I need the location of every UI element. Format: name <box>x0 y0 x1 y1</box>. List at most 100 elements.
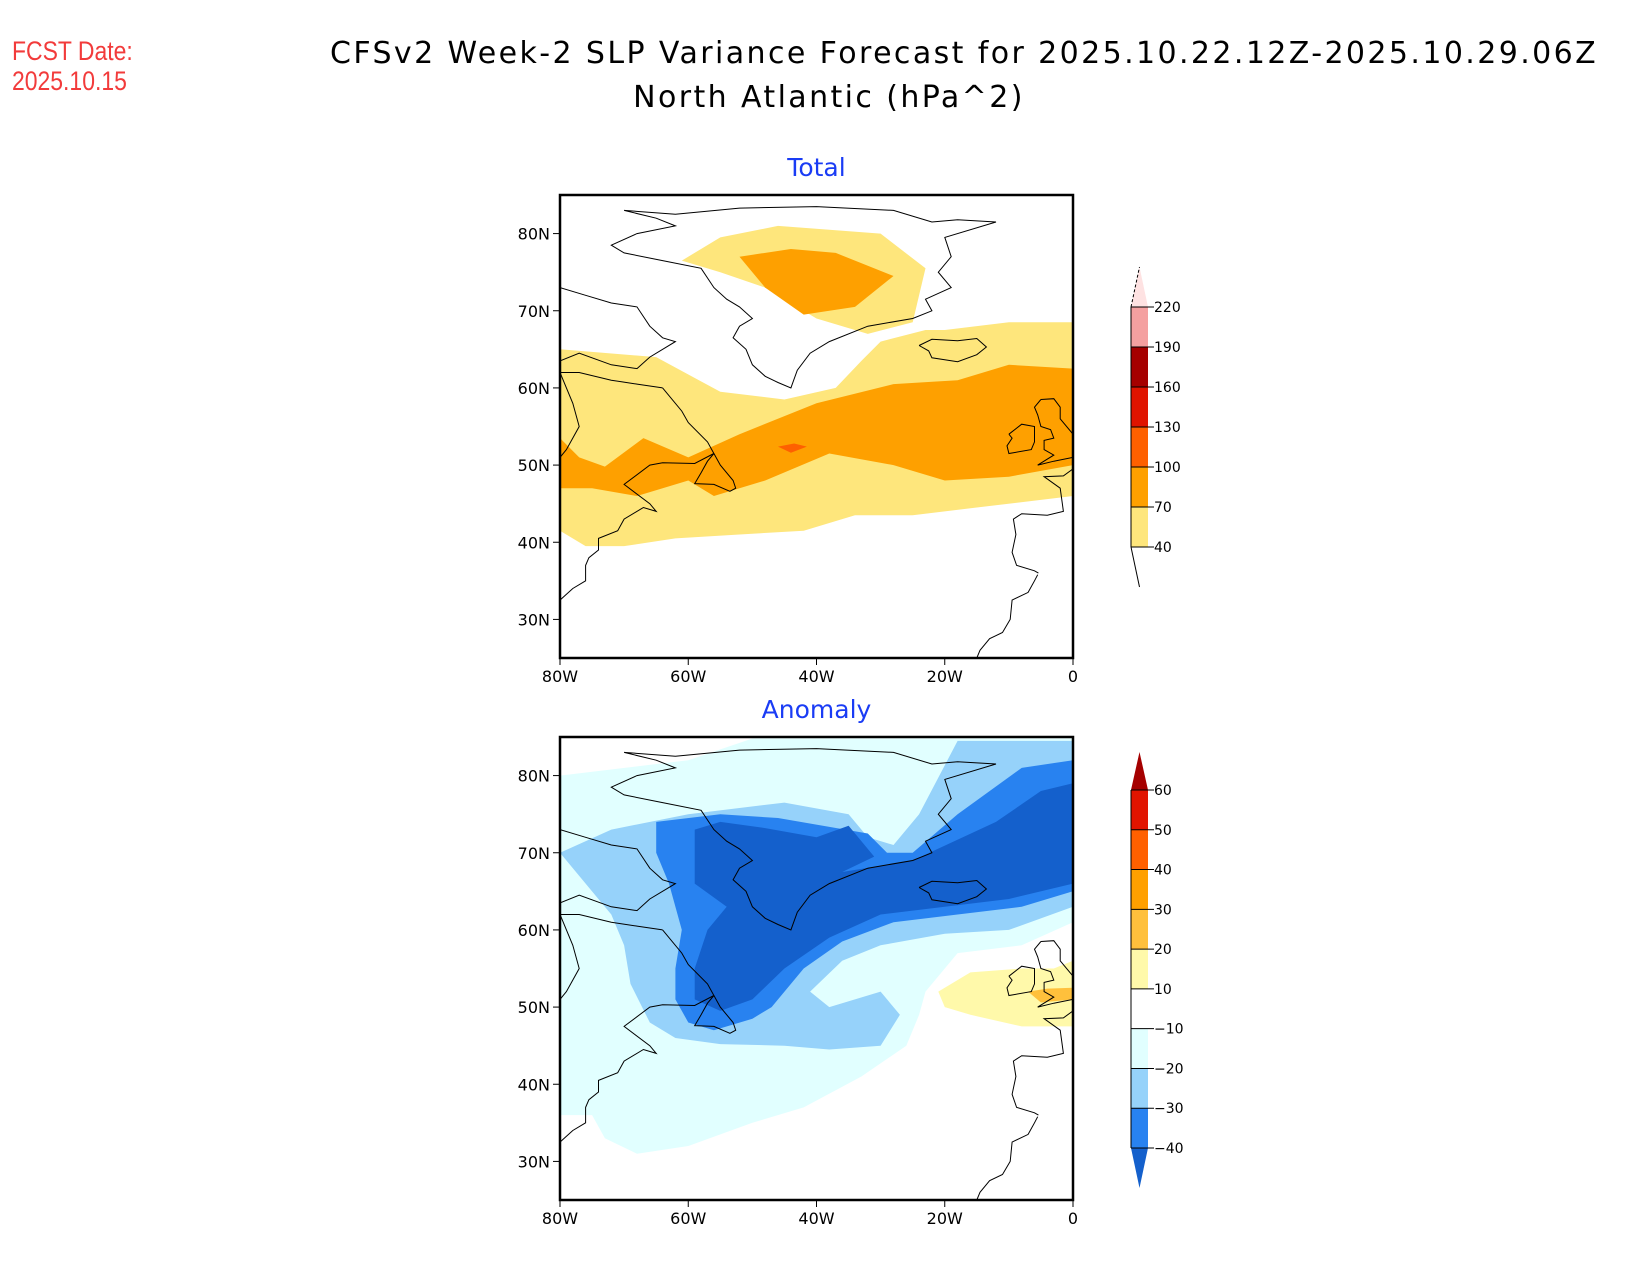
coastline <box>1033 398 1073 466</box>
colorbar-box <box>1131 790 1148 830</box>
coastline <box>918 337 988 363</box>
colorbar-label: 160 <box>1154 380 1181 396</box>
coastline <box>560 287 677 370</box>
coastline <box>560 914 580 1000</box>
colorbar-top-arrow-outline <box>1130 266 1140 308</box>
map-area <box>560 737 1073 1200</box>
x-tick-label: 60W <box>670 667 706 686</box>
contour-fill <box>739 249 894 315</box>
figure-title-line1: CFSv2 Week-2 SLP Variance Forecast for 2… <box>330 36 1599 71</box>
colorbar-label: 50 <box>1154 823 1172 839</box>
colorbar-bottom-arrow <box>1131 547 1148 587</box>
colorbar: 40 70 100 130 160 190 220 <box>1130 266 1181 588</box>
panel-title: Total <box>786 153 845 182</box>
coastline <box>560 372 580 458</box>
colorbar-box <box>1131 949 1148 989</box>
x-tick-label: 20W <box>927 1209 963 1228</box>
forecast-date-value: 2025.10.15 <box>12 66 127 96</box>
colorbar-label: 30 <box>1154 902 1172 918</box>
colorbar-label: −20 <box>1154 1061 1184 1077</box>
colorbar-label: −40 <box>1154 1141 1184 1157</box>
colorbar-label: −10 <box>1154 1022 1184 1038</box>
y-tick-label: 50N <box>518 998 550 1017</box>
coastline <box>1033 940 1073 1008</box>
colorbar-label: 20 <box>1154 942 1172 958</box>
forecast-date-label: FCST Date: <box>12 36 133 66</box>
colorbar-label: 220 <box>1154 300 1181 316</box>
coastline <box>610 206 997 389</box>
y-tick-label: 50N <box>518 456 550 475</box>
x-tick-label: 0 <box>1068 1209 1078 1228</box>
coastline <box>560 829 677 912</box>
y-tick-label: 60N <box>518 379 550 398</box>
figure-title: CFSv2 Week-2 SLP Variance Forecast for 2… <box>0 32 1650 120</box>
contour-fill <box>694 783 1073 1011</box>
colorbar: −40 −30 −20 −10 10 20 30 40 50 60 <box>1130 752 1184 1188</box>
x-tick-label: 40W <box>798 1209 834 1228</box>
colorbar-label: 10 <box>1154 982 1172 998</box>
colorbar-box <box>1131 988 1148 1029</box>
y-tick-label: 60N <box>518 921 550 940</box>
forecast-date-block: FCST Date: 2025.10.15 <box>12 36 133 96</box>
y-tick-label: 30N <box>518 1152 550 1171</box>
colorbar-box <box>1131 467 1148 507</box>
y-tick-label: 80N <box>518 767 550 786</box>
x-tick-label: 60W <box>670 1209 706 1228</box>
colorbar-box <box>1131 427 1148 467</box>
colorbar-label: 190 <box>1154 340 1181 356</box>
y-tick-label: 80N <box>518 225 550 244</box>
contour-fill <box>938 960 1073 1027</box>
colorbar-box <box>1131 507 1148 547</box>
colorbar-bottom-arrow-outline <box>1130 546 1140 588</box>
colorbar-box <box>1131 307 1148 347</box>
x-tick-label: 40W <box>798 667 834 686</box>
coastline <box>560 914 663 931</box>
coastline <box>693 453 737 492</box>
colorbar-top-arrow <box>1131 752 1148 790</box>
y-tick-label: 70N <box>518 844 550 863</box>
y-tick-label: 40N <box>518 533 550 552</box>
colorbar-box <box>1131 1108 1148 1148</box>
colorbar-box <box>1131 1028 1148 1069</box>
coastline <box>1011 468 1073 574</box>
coastline <box>918 879 988 905</box>
contour-fill <box>778 443 807 453</box>
coastline <box>1006 965 1035 997</box>
colorbar-box <box>1131 869 1148 910</box>
coastline <box>560 387 715 601</box>
colorbar-box <box>1131 387 1148 427</box>
colorbar-label: 130 <box>1154 420 1181 436</box>
y-tick-label: 70N <box>518 302 550 321</box>
y-tick-label: 40N <box>518 1075 550 1094</box>
coastline <box>976 1116 1039 1200</box>
map-area <box>560 195 1073 658</box>
colorbar-label: −30 <box>1154 1101 1184 1117</box>
x-tick-label: 80W <box>542 667 578 686</box>
x-tick-label: 20W <box>927 667 963 686</box>
y-tick-label: 30N <box>518 610 550 629</box>
colorbar-top-arrow <box>1131 267 1148 307</box>
colorbar-box <box>1131 829 1148 870</box>
figure-title-line2: North Atlantic (hPa^2) <box>633 80 1025 115</box>
anomaly-panel: Anomaly 30N 40N 50N 60N 70N 80N 80W 60W 40W 20W 0 −4… <box>518 695 1184 1228</box>
colorbar-box <box>1131 909 1148 950</box>
colorbar-box <box>1131 1068 1148 1109</box>
panel-title: Anomaly <box>762 695 872 724</box>
colorbar-bottom-arrow <box>1131 1148 1148 1188</box>
coastline <box>976 574 1039 658</box>
colorbar-label: 40 <box>1154 863 1172 879</box>
coastline <box>560 929 715 1143</box>
coastline <box>1006 423 1035 455</box>
colorbar-label: 40 <box>1154 540 1172 556</box>
coastline <box>1011 1010 1073 1116</box>
colorbar-label: 70 <box>1154 500 1172 516</box>
coastline <box>693 995 737 1034</box>
colorbar-box <box>1131 347 1148 387</box>
coastline <box>560 372 663 389</box>
colorbar-label: 60 <box>1154 783 1172 799</box>
x-tick-label: 0 <box>1068 667 1078 686</box>
colorbar-label: 100 <box>1154 460 1181 476</box>
total-panel: Total 30N 40N 50N 60N 70N 80N 80W 60W 40W 20W 0 40 70… <box>518 153 1181 686</box>
x-tick-label: 80W <box>542 1209 578 1228</box>
